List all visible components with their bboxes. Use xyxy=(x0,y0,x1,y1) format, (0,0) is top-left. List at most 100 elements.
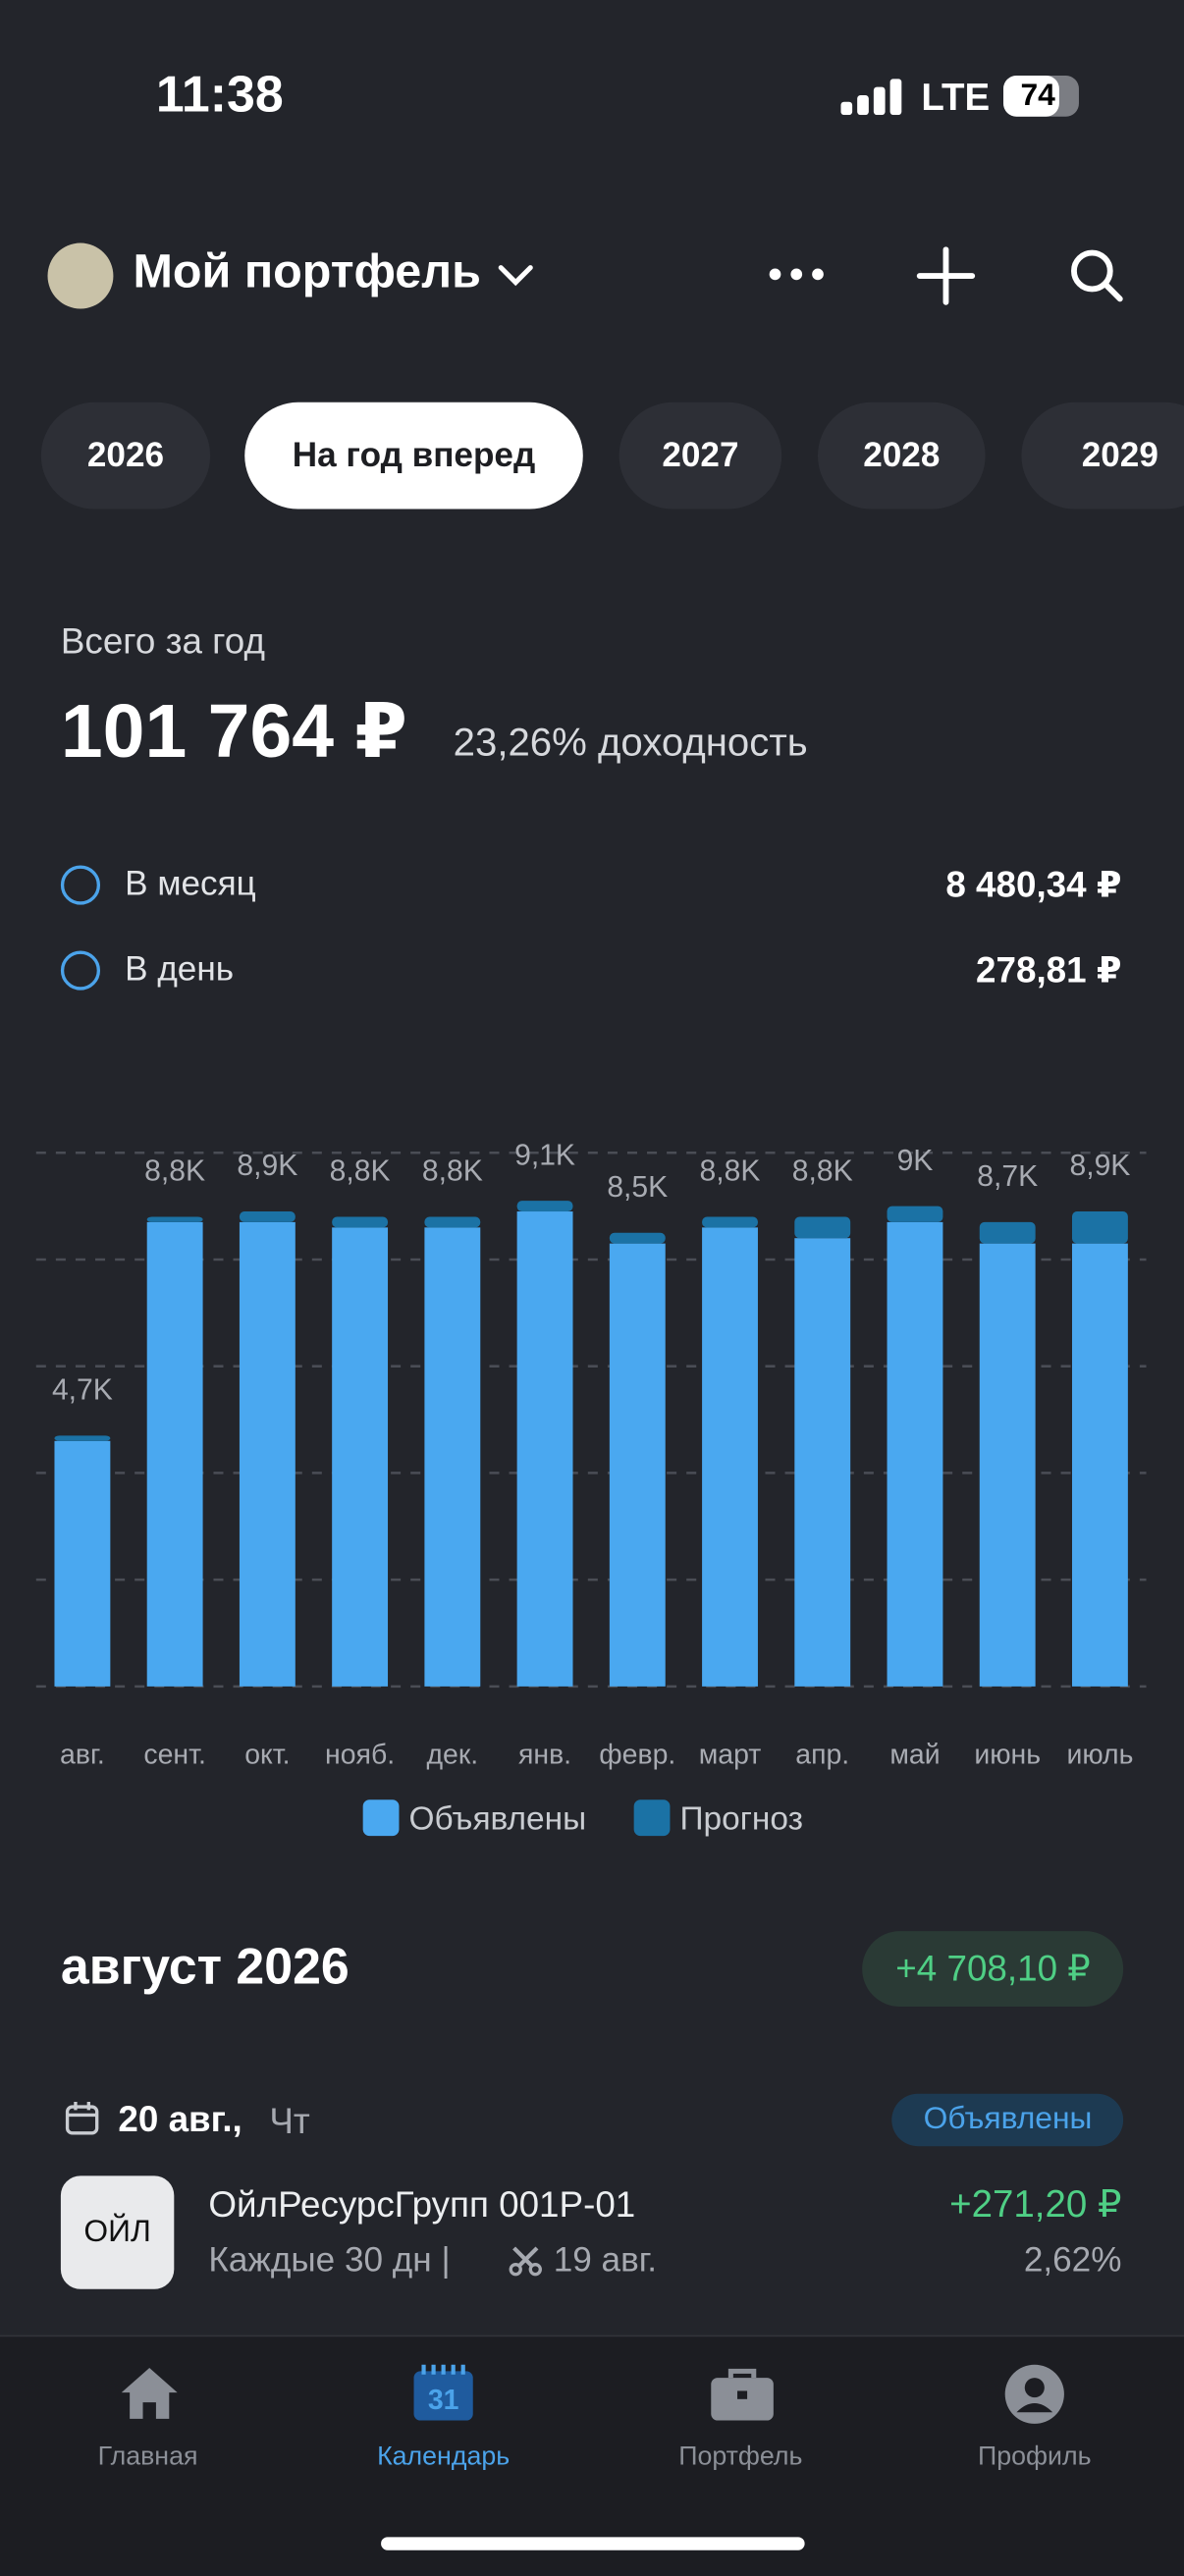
bar-value-label: 8,7K xyxy=(977,1160,1038,1193)
bar-segment xyxy=(424,1227,481,1687)
bar-value-label: 8,5K xyxy=(607,1171,668,1204)
summary-yield: 23,26% доходность xyxy=(453,721,808,766)
event-cut-date: 19 авг. xyxy=(553,2241,658,2280)
row-label: В месяц xyxy=(125,865,256,903)
legend-label: Объявлены xyxy=(409,1800,587,1837)
event-name[interactable]: ОйлРесурсГрупп 001Р-01 xyxy=(208,2183,636,2226)
year-tab[interactable]: На год вперед xyxy=(244,402,583,510)
event-weekday: Чт xyxy=(269,2100,310,2142)
bar-segment xyxy=(794,1238,851,1687)
bar-value-label: 8,9K xyxy=(1069,1150,1130,1182)
row-value: 278,81 ₽ xyxy=(976,948,1122,991)
bar-value-label: 8,8K xyxy=(792,1155,853,1188)
bar-segment xyxy=(609,1232,666,1244)
calendar-day: 31 xyxy=(428,2385,459,2416)
summary-label: Всего за год xyxy=(60,620,265,663)
x-tick-label: февр. xyxy=(599,1739,675,1770)
network: LTE xyxy=(921,75,991,119)
legend-label: Прогноз xyxy=(679,1800,802,1837)
x-tick-label: март xyxy=(699,1739,762,1770)
bar-segment xyxy=(979,1243,1036,1687)
event-date: 20 авг., xyxy=(118,2098,242,2140)
event-amount: +271,20 ₽ xyxy=(949,2182,1122,2226)
battery-level: 74 xyxy=(1020,79,1055,114)
portfolio-logo xyxy=(47,242,114,309)
bar-segment xyxy=(54,1440,111,1687)
home-icon[interactable] xyxy=(118,2365,181,2421)
bar-value-label: 8,8K xyxy=(330,1155,391,1188)
chart: 4,7K авг. 8,8K сент. 8,9K окт. 8,8K нояб. 8,8K де… xyxy=(35,1139,1147,1837)
bar-segment xyxy=(239,1211,296,1222)
x-tick-label: авг. xyxy=(60,1739,105,1770)
signal-icon xyxy=(840,79,902,116)
x-tick-label: июнь xyxy=(974,1739,1041,1770)
year-tab[interactable]: 2029 xyxy=(1021,402,1184,510)
bar-segment xyxy=(332,1227,389,1687)
bar-segment xyxy=(146,1216,203,1222)
section-title: август 2026 xyxy=(60,1937,350,1996)
x-tick-label: окт. xyxy=(244,1739,290,1770)
year-tab[interactable]: 2028 xyxy=(818,402,986,510)
section-badge: +4 708,10 ₽ xyxy=(862,1931,1124,2008)
bar-segment xyxy=(146,1221,203,1687)
year-tab[interactable]: 2027 xyxy=(619,402,782,510)
nav-label[interactable]: Профиль xyxy=(978,2442,1092,2472)
ticker-logo: ОЙЛ xyxy=(60,2175,175,2289)
bar-value-label: 9K xyxy=(897,1145,934,1177)
bar-value-label: 9,1K xyxy=(514,1139,575,1171)
status-time: 11:38 xyxy=(155,65,284,124)
briefcase-icon[interactable] xyxy=(710,2366,776,2422)
portfolio-title[interactable]: Мой портфель xyxy=(133,245,481,299)
more-button[interactable] xyxy=(765,263,828,286)
x-tick-label: апр. xyxy=(795,1739,849,1770)
bar-value-label: 8,8K xyxy=(144,1155,205,1188)
battery: 74 xyxy=(1003,75,1079,117)
bar-value-label: 4,7K xyxy=(52,1374,113,1407)
tab-bar xyxy=(0,2334,1184,2576)
x-tick-label: июль xyxy=(1066,1739,1133,1770)
home-indicator xyxy=(381,2537,805,2550)
row-value: 8 480,34 ₽ xyxy=(945,863,1122,905)
bar-value-label: 8,9K xyxy=(237,1150,297,1182)
event-status: Объявлены xyxy=(891,2093,1124,2147)
add-button[interactable] xyxy=(916,246,976,305)
bar-segment xyxy=(609,1243,666,1687)
nav-label[interactable]: Главная xyxy=(97,2442,198,2472)
event-yield: 2,62% xyxy=(1023,2241,1122,2280)
nav-label[interactable]: Календарь xyxy=(377,2442,511,2472)
bar-segment xyxy=(887,1221,943,1687)
search-button[interactable] xyxy=(1069,248,1125,304)
dropdown-icon[interactable] xyxy=(496,263,535,290)
legend-swatch xyxy=(633,1799,671,1837)
bar-value-label: 8,8K xyxy=(700,1155,761,1188)
calendar-small-icon xyxy=(65,2102,99,2135)
bar-segment xyxy=(794,1216,851,1239)
summary-total: 101 764 ₽ xyxy=(60,687,407,774)
bar-segment xyxy=(702,1227,758,1687)
bar-segment xyxy=(54,1435,111,1441)
bar-value-label: 8,8K xyxy=(422,1155,483,1188)
legend-swatch xyxy=(362,1799,400,1837)
nav-label[interactable]: Портфель xyxy=(678,2442,803,2472)
row-label: В день xyxy=(125,950,235,989)
bar-segment xyxy=(887,1206,943,1222)
bar-segment xyxy=(516,1201,573,1212)
bar-segment xyxy=(516,1211,573,1687)
x-tick-label: янв. xyxy=(518,1739,571,1770)
bar-segment xyxy=(424,1216,481,1228)
bar-segment xyxy=(1071,1243,1128,1687)
calendar-icon[interactable]: 31 xyxy=(412,2363,475,2422)
x-tick-label: сент. xyxy=(143,1739,205,1770)
scissors-icon xyxy=(509,2246,542,2277)
bar-segment xyxy=(1071,1211,1128,1244)
bar-segment xyxy=(702,1216,758,1228)
profile-icon[interactable] xyxy=(1003,2363,1066,2426)
year-tab[interactable]: 2026 xyxy=(40,402,211,510)
row-icon xyxy=(60,950,101,991)
event-detail: Каждые 30 дн | xyxy=(208,2241,451,2280)
row-icon xyxy=(60,865,101,905)
bar-segment xyxy=(979,1221,1036,1244)
x-tick-label: дек. xyxy=(426,1739,478,1770)
x-tick-label: нояб. xyxy=(325,1739,395,1770)
